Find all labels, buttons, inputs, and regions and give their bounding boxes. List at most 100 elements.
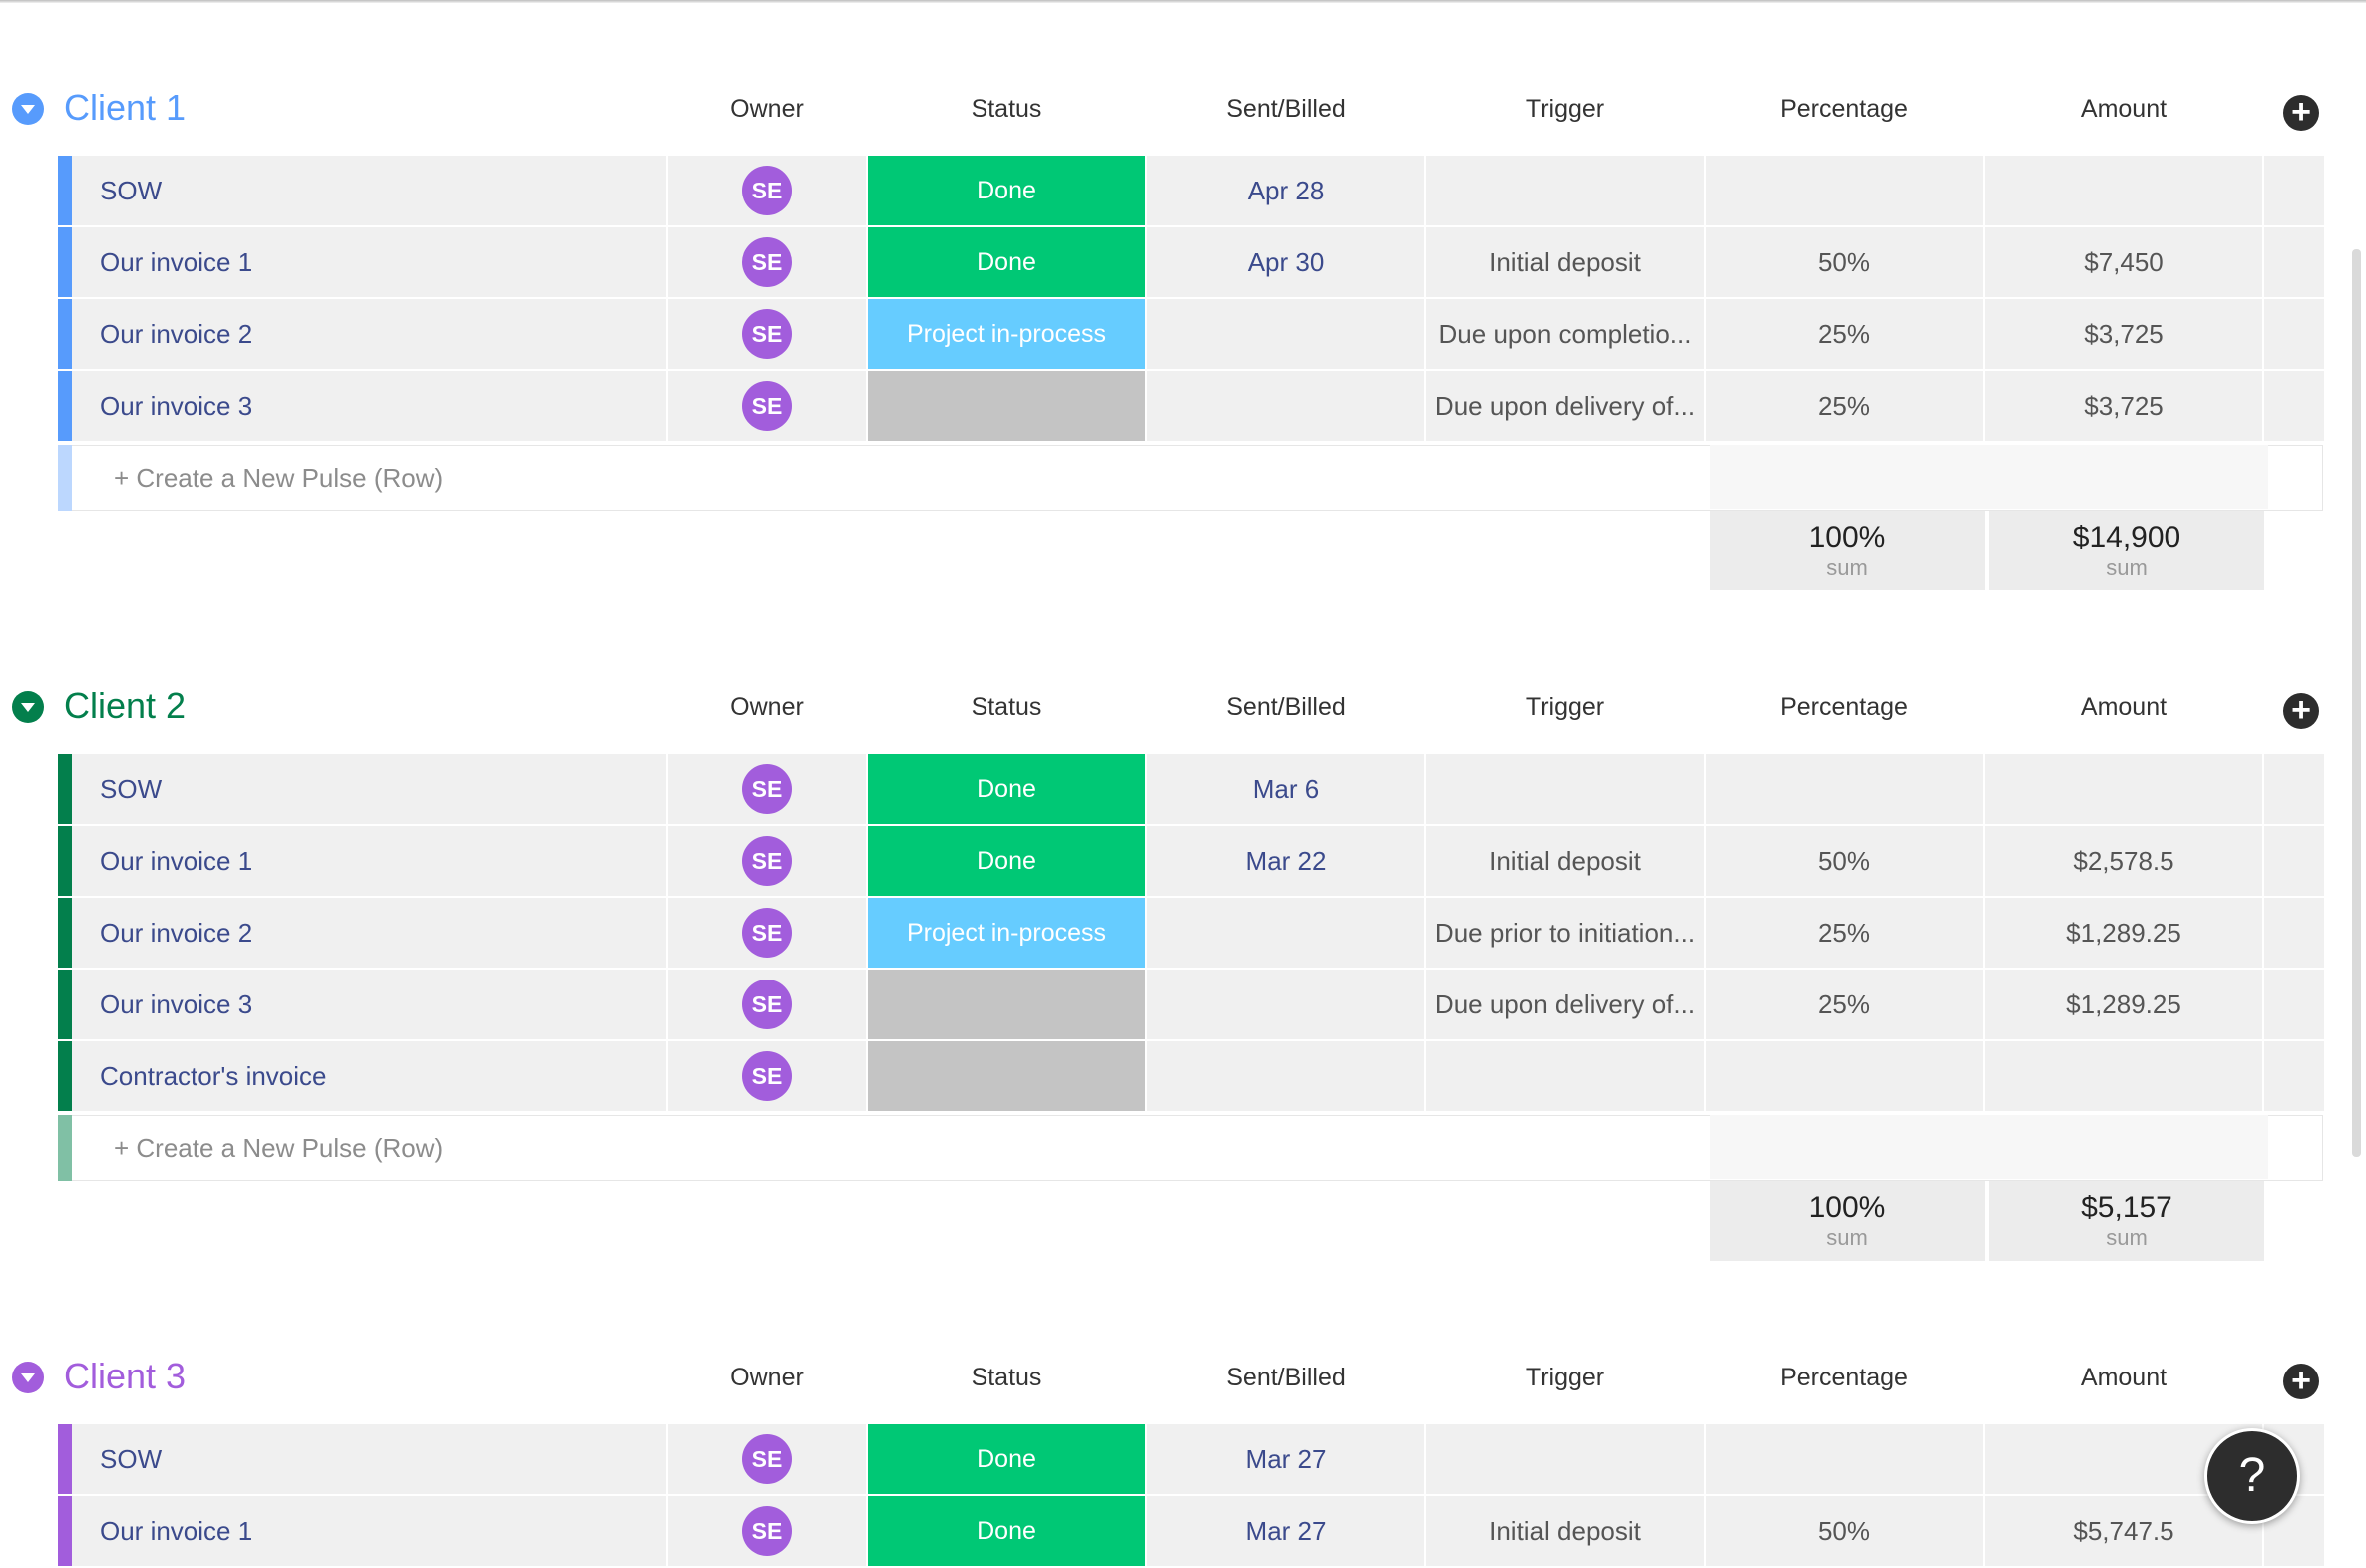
group-title[interactable]: Client 2 [64,685,187,726]
status-cell[interactable] [868,970,1145,1039]
trigger-cell[interactable]: Due upon completio... [1426,299,1704,369]
owner-cell[interactable]: SE [668,371,866,441]
trigger-cell[interactable] [1426,1424,1704,1494]
column-header-percentage[interactable]: Percentage [1780,693,1908,721]
column-header-amount[interactable]: Amount [2080,1364,2168,1391]
item-name-cell[interactable]: Our invoice 1 [72,1496,666,1566]
item-name-cell[interactable]: SOW [72,754,666,824]
column-header-owner[interactable]: Owner [730,1364,804,1391]
column-header-status[interactable]: Status [971,693,1042,721]
sent-cell[interactable] [1147,898,1424,968]
chevron-down-icon[interactable] [12,691,44,723]
status-cell[interactable]: Project in-process [868,898,1145,968]
owner-cell[interactable]: SE [668,156,866,225]
new-row-input[interactable]: + Create a New Pulse (Row) [0,1113,2366,1181]
avatar[interactable]: SE [742,980,792,1029]
sent-cell[interactable]: Mar 6 [1147,754,1424,824]
avatar[interactable]: SE [742,381,792,431]
column-header-trigger[interactable]: Trigger [1525,693,1605,721]
avatar[interactable]: SE [742,836,792,886]
trigger-cell[interactable]: Due upon delivery of... [1426,970,1704,1039]
amount-cell[interactable]: $3,725 [1985,299,2262,369]
table-row[interactable]: Our invoice 3 SE Due upon delivery of...… [0,371,2366,443]
table-row[interactable]: SOW SE Done Mar 27 [0,1424,2366,1496]
amount-cell[interactable] [1985,1041,2262,1111]
sent-cell[interactable] [1147,970,1424,1039]
trigger-cell[interactable] [1426,1041,1704,1111]
column-header-sent[interactable]: Sent/Billed [1226,1364,1346,1391]
column-header-amount[interactable]: Amount [2080,693,2168,721]
scrollbar[interactable] [2352,249,2361,1157]
column-header-amount[interactable]: Amount [2080,95,2168,123]
column-header-owner[interactable]: Owner [730,693,804,721]
status-cell[interactable]: Done [868,156,1145,225]
status-cell[interactable] [868,371,1145,441]
owner-cell[interactable]: SE [668,970,866,1039]
item-name-cell[interactable]: SOW [72,1424,666,1494]
percentage-cell[interactable]: 25% [1706,299,1983,369]
table-row[interactable]: Our invoice 3 SE Due upon delivery of...… [0,970,2366,1041]
sent-cell[interactable] [1147,299,1424,369]
avatar[interactable]: SE [742,166,792,215]
trigger-cell[interactable] [1426,754,1704,824]
column-header-trigger[interactable]: Trigger [1525,95,1605,123]
sent-cell[interactable]: Mar 22 [1147,826,1424,896]
table-row[interactable]: Contractor's invoice SE [0,1041,2366,1113]
item-name-cell[interactable]: SOW [72,156,666,225]
column-header-owner[interactable]: Owner [730,95,804,123]
column-header-sent[interactable]: Sent/Billed [1226,693,1346,721]
status-cell[interactable]: Done [868,826,1145,896]
plus-circle-icon[interactable]: + [2283,1364,2319,1399]
amount-cell[interactable]: $3,725 [1985,371,2262,441]
percentage-cell[interactable]: 50% [1706,227,1983,297]
plus-circle-icon[interactable]: + [2283,693,2319,729]
plus-circle-icon[interactable]: + [2283,95,2319,131]
table-row[interactable]: Our invoice 1 SE Done Mar 22 Initial dep… [0,826,2366,898]
percentage-cell[interactable]: 50% [1706,826,1983,896]
amount-cell[interactable] [1985,754,2262,824]
percentage-cell[interactable]: 25% [1706,898,1983,968]
status-cell[interactable]: Done [868,1424,1145,1494]
amount-cell[interactable]: $1,289.25 [1985,970,2262,1039]
amount-cell[interactable] [1985,156,2262,225]
amount-cell[interactable]: $1,289.25 [1985,898,2262,968]
owner-cell[interactable]: SE [668,1041,866,1111]
status-cell[interactable]: Done [868,227,1145,297]
amount-cell[interactable]: $7,450 [1985,227,2262,297]
percentage-cell[interactable] [1706,1424,1983,1494]
new-row-input[interactable]: + Create a New Pulse (Row) [0,443,2366,511]
percentage-cell[interactable]: 50% [1706,1496,1983,1566]
owner-cell[interactable]: SE [668,299,866,369]
trigger-cell[interactable]: Initial deposit [1426,826,1704,896]
item-name-cell[interactable]: Our invoice 2 [72,299,666,369]
sent-cell[interactable]: Apr 30 [1147,227,1424,297]
column-header-percentage[interactable]: Percentage [1780,1364,1908,1391]
avatar[interactable]: SE [742,1434,792,1484]
item-name-cell[interactable]: Our invoice 1 [72,826,666,896]
help-button[interactable]: ? [2204,1428,2300,1524]
percentage-cell[interactable] [1706,156,1983,225]
table-row[interactable]: Our invoice 1 SE Done Apr 30 Initial dep… [0,227,2366,299]
column-header-trigger[interactable]: Trigger [1525,1364,1605,1391]
owner-cell[interactable]: SE [668,227,866,297]
table-row[interactable]: Our invoice 2 SE Project in-process Due … [0,299,2366,371]
owner-cell[interactable]: SE [668,898,866,968]
sent-cell[interactable] [1147,371,1424,441]
column-header-status[interactable]: Status [971,1364,1042,1391]
amount-cell[interactable]: $5,747.5 [1985,1496,2262,1566]
avatar[interactable]: SE [742,1506,792,1556]
avatar[interactable]: SE [742,237,792,287]
table-row[interactable]: SOW SE Done Apr 28 [0,156,2366,227]
chevron-down-icon[interactable] [12,93,44,125]
trigger-cell[interactable]: Initial deposit [1426,1496,1704,1566]
trigger-cell[interactable]: Due upon delivery of... [1426,371,1704,441]
owner-cell[interactable]: SE [668,826,866,896]
column-header-sent[interactable]: Sent/Billed [1226,95,1346,123]
column-header-status[interactable]: Status [971,95,1042,123]
trigger-cell[interactable] [1426,156,1704,225]
sent-cell[interactable]: Mar 27 [1147,1496,1424,1566]
sent-cell[interactable]: Mar 27 [1147,1424,1424,1494]
percentage-cell[interactable] [1706,754,1983,824]
percentage-cell[interactable]: 25% [1706,970,1983,1039]
avatar[interactable]: SE [742,764,792,814]
